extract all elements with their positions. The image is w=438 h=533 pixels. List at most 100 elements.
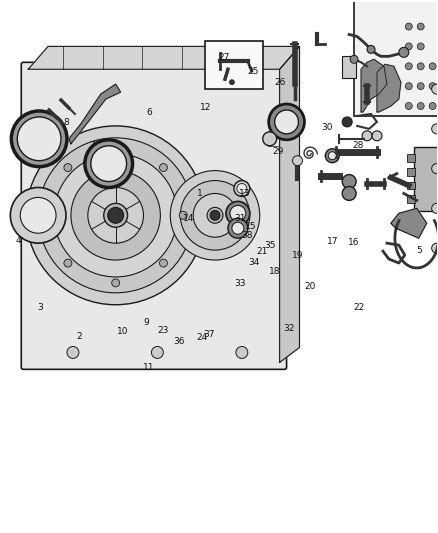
- Circle shape: [11, 111, 67, 167]
- Circle shape: [236, 346, 248, 358]
- Circle shape: [417, 23, 424, 30]
- Circle shape: [431, 164, 438, 174]
- Text: 13: 13: [239, 189, 251, 198]
- Circle shape: [399, 47, 409, 58]
- Polygon shape: [69, 84, 120, 144]
- Circle shape: [85, 140, 133, 188]
- Circle shape: [417, 83, 424, 90]
- Circle shape: [230, 80, 234, 85]
- Circle shape: [275, 110, 298, 134]
- Text: 4: 4: [15, 236, 21, 245]
- Circle shape: [367, 45, 375, 53]
- Text: 36: 36: [173, 337, 185, 346]
- Circle shape: [179, 212, 187, 219]
- Circle shape: [170, 171, 260, 260]
- Text: 3: 3: [37, 303, 42, 312]
- Polygon shape: [361, 59, 387, 112]
- Text: 24: 24: [197, 334, 208, 343]
- Text: 8: 8: [63, 118, 69, 127]
- Text: 12: 12: [200, 103, 212, 112]
- Circle shape: [293, 156, 303, 166]
- Circle shape: [429, 83, 436, 90]
- Text: 10: 10: [117, 327, 128, 336]
- Circle shape: [64, 259, 72, 267]
- Circle shape: [417, 43, 424, 50]
- Polygon shape: [28, 46, 300, 69]
- Bar: [342, 56, 356, 78]
- Text: 20: 20: [305, 282, 316, 291]
- Circle shape: [152, 346, 163, 358]
- Text: 22: 22: [353, 303, 365, 312]
- Text: 16: 16: [348, 238, 360, 247]
- Text: 28: 28: [353, 141, 364, 150]
- Circle shape: [64, 164, 72, 172]
- Bar: [407, 168, 415, 175]
- Text: 2: 2: [76, 332, 81, 341]
- Text: 1: 1: [197, 189, 202, 198]
- Circle shape: [350, 55, 358, 63]
- Text: 25: 25: [247, 67, 258, 76]
- Circle shape: [207, 207, 223, 223]
- Text: 30: 30: [321, 123, 333, 132]
- Text: 33: 33: [234, 279, 246, 288]
- Circle shape: [112, 144, 120, 152]
- Text: 23: 23: [158, 326, 169, 335]
- Circle shape: [237, 183, 247, 193]
- Circle shape: [230, 205, 246, 221]
- Text: 34: 34: [248, 258, 259, 266]
- Text: 18: 18: [269, 267, 280, 276]
- Text: 6: 6: [146, 108, 152, 117]
- Circle shape: [226, 201, 250, 225]
- Circle shape: [431, 204, 438, 213]
- Circle shape: [405, 43, 412, 50]
- Circle shape: [263, 132, 277, 146]
- Bar: [407, 196, 415, 204]
- Text: 15: 15: [244, 222, 256, 231]
- Text: 26: 26: [274, 78, 286, 87]
- Circle shape: [234, 181, 250, 197]
- Bar: [407, 154, 415, 161]
- FancyBboxPatch shape: [21, 62, 286, 369]
- Text: 17: 17: [327, 237, 339, 246]
- Circle shape: [71, 171, 160, 260]
- Circle shape: [210, 211, 220, 220]
- Circle shape: [232, 222, 244, 234]
- Text: 7: 7: [89, 141, 95, 150]
- Text: 19: 19: [292, 252, 303, 261]
- Circle shape: [372, 131, 382, 141]
- Circle shape: [405, 63, 412, 70]
- Polygon shape: [391, 208, 427, 238]
- Text: 35: 35: [265, 241, 276, 250]
- Circle shape: [431, 243, 438, 253]
- Circle shape: [228, 219, 248, 238]
- Text: 38: 38: [241, 231, 253, 240]
- Text: 11: 11: [143, 362, 154, 372]
- Circle shape: [431, 124, 438, 134]
- Circle shape: [38, 138, 193, 293]
- Circle shape: [11, 188, 66, 243]
- Circle shape: [417, 63, 424, 70]
- Text: 9: 9: [143, 318, 149, 327]
- Circle shape: [325, 149, 339, 163]
- Circle shape: [67, 346, 79, 358]
- Circle shape: [405, 102, 412, 109]
- Text: 32: 32: [283, 325, 294, 334]
- Text: 27: 27: [219, 53, 230, 62]
- Text: 14: 14: [183, 214, 194, 223]
- Circle shape: [193, 193, 237, 237]
- Circle shape: [268, 104, 304, 140]
- Circle shape: [342, 117, 352, 127]
- Circle shape: [108, 207, 124, 223]
- Circle shape: [17, 117, 61, 160]
- Circle shape: [20, 197, 56, 233]
- Circle shape: [88, 188, 144, 243]
- Circle shape: [405, 83, 412, 90]
- Circle shape: [180, 181, 250, 250]
- Circle shape: [342, 175, 356, 189]
- Circle shape: [104, 204, 127, 227]
- Circle shape: [91, 146, 127, 182]
- Circle shape: [342, 187, 356, 200]
- Circle shape: [159, 259, 167, 267]
- Text: 29: 29: [272, 147, 283, 156]
- Bar: [414, 147, 438, 212]
